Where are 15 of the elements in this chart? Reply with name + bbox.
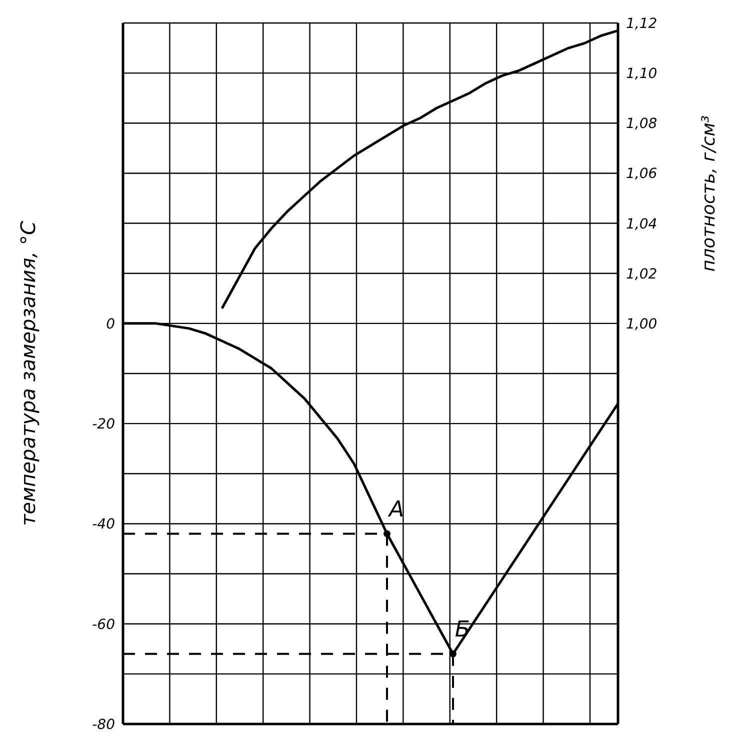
y-tick-label: -20 <box>92 416 116 433</box>
y2-tick-label: 1,10 <box>626 66 658 82</box>
y2-tick-label: 1,00 <box>626 316 658 332</box>
y-tick-label: 0 <box>106 316 116 332</box>
y2-tick-label: 1,08 <box>626 116 658 132</box>
y-axis-title: температура замерзания, °C <box>16 221 40 526</box>
y2-tick-label: 1,06 <box>626 166 658 182</box>
y2-tick-label: 1,02 <box>626 266 658 282</box>
annotation: A <box>386 497 404 522</box>
y2-tick-label: 1,12 <box>626 16 658 32</box>
y-tick-label: -80 <box>92 716 116 733</box>
y2-axis-title: плотность, г/см³ <box>698 115 720 272</box>
y2-tick-label: 1,04 <box>626 216 658 232</box>
y-tick-label: -40 <box>92 516 116 533</box>
y-tick-label: -60 <box>92 616 116 633</box>
